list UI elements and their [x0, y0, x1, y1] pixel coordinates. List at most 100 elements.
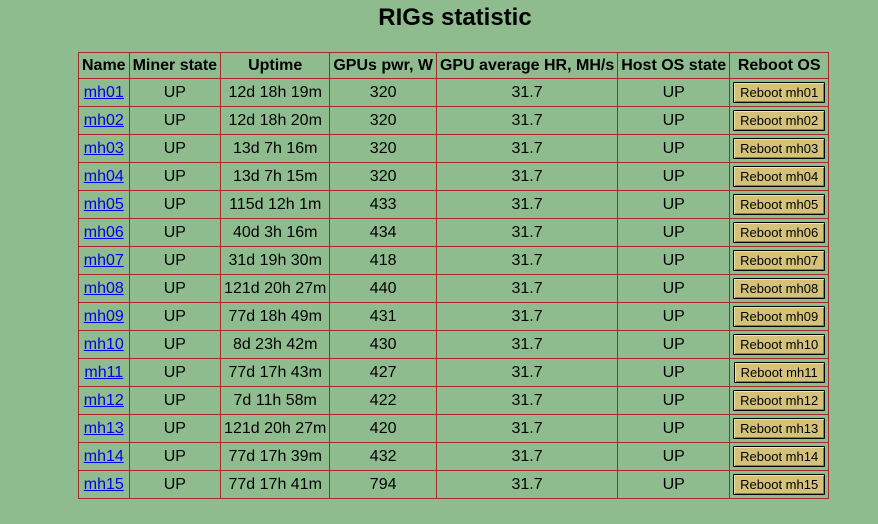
gpu-average-hr-cell: 31.7: [511, 363, 543, 381]
miner-state-cell: UP: [163, 167, 186, 185]
rig-name-link[interactable]: mh01: [83, 83, 124, 101]
miner-state-cell: UP: [163, 195, 186, 213]
reboot-button[interactable]: Reboot mh11: [733, 362, 825, 383]
uptime-cell: 77d 17h 39m: [220, 442, 331, 471]
uptime-cell: 77d 18h 49m: [220, 302, 331, 331]
host-os-state-cell: UP: [662, 419, 685, 437]
host-os-state-cell: UP: [617, 470, 731, 499]
reboot-button[interactable]: Reboot mh01: [733, 82, 826, 103]
reboot-button[interactable]: Reboot mh14: [733, 446, 826, 467]
uptime-cell: 77d 17h 41m: [220, 470, 331, 499]
rig-name-cell: mh11: [78, 358, 130, 387]
host-os-state-cell: UP: [662, 223, 685, 241]
reboot-button[interactable]: Reboot mh08: [733, 278, 826, 299]
header-name: Name: [78, 52, 130, 79]
table-row: mh04 UP 13d 7h 15m 320 31.7 UP Reboot mh04: [78, 162, 830, 191]
rig-name-link[interactable]: mh02: [83, 111, 124, 129]
miner-state-cell: UP: [128, 162, 222, 191]
host-os-state-cell: UP: [617, 134, 731, 163]
host-os-state-cell: UP: [617, 358, 731, 387]
host-os-state-cell: UP: [662, 195, 685, 213]
rig-name-link[interactable]: mh04: [83, 167, 124, 185]
miner-state-cell: UP: [163, 447, 186, 465]
gpus-pwr-cell: 431: [369, 307, 397, 325]
host-os-state-cell: UP: [617, 106, 731, 135]
reboot-button[interactable]: Reboot mh04: [733, 166, 826, 187]
gpus-pwr-cell: 431: [329, 302, 437, 331]
rig-name-link[interactable]: mh12: [83, 391, 124, 409]
reboot-cell: Reboot mh06: [729, 218, 830, 247]
gpu-average-hr-cell: 31.7: [511, 251, 543, 269]
reboot-cell: Reboot mh13: [729, 414, 830, 443]
rig-name-link[interactable]: mh13: [83, 419, 124, 437]
rig-name-link[interactable]: mh10: [83, 335, 124, 353]
gpus-pwr-cell: 440: [369, 279, 397, 297]
gpus-pwr-cell: 427: [329, 358, 437, 387]
reboot-button[interactable]: Reboot mh03: [733, 138, 826, 159]
reboot-button[interactable]: Reboot mh06: [733, 222, 826, 243]
host-os-state-cell: UP: [662, 167, 685, 185]
reboot-button[interactable]: Reboot mh07: [733, 250, 826, 271]
reboot-button[interactable]: Reboot mh10: [733, 334, 826, 355]
gpu-average-hr-cell: 31.7: [435, 106, 619, 135]
rig-name-link[interactable]: mh09: [83, 307, 124, 325]
host-os-state-cell: UP: [617, 442, 731, 471]
gpu-average-hr-cell: 31.7: [435, 302, 619, 331]
header-gpu-average-hr: GPU average HR, MH/s: [435, 52, 619, 79]
miner-state-cell: UP: [128, 330, 222, 359]
miner-state-cell: UP: [128, 442, 222, 471]
rig-name-cell: mh07: [78, 246, 130, 275]
rig-name-cell: mh10: [78, 330, 130, 359]
miner-state-cell: UP: [128, 414, 222, 443]
reboot-button[interactable]: Reboot mh02: [733, 110, 826, 131]
uptime-cell: 12d 18h 20m: [220, 106, 331, 135]
uptime-cell: 115d 12h 1m: [229, 195, 322, 213]
gpu-average-hr-cell: 31.7: [435, 78, 619, 107]
gpu-average-hr-cell: 31.7: [435, 386, 619, 415]
uptime-cell: 8d 23h 42m: [232, 335, 318, 353]
rig-name-cell: mh14: [78, 442, 130, 471]
rig-name-cell: mh09: [78, 302, 130, 331]
rig-name-cell: mh15: [78, 470, 130, 499]
miner-state-cell: UP: [163, 475, 186, 493]
gpus-pwr-cell: 320: [329, 134, 437, 163]
rig-name-link[interactable]: mh06: [83, 223, 124, 241]
header-host-os-state: Host OS state: [617, 52, 731, 79]
gpu-average-hr-cell: 31.7: [511, 419, 543, 437]
gpus-pwr-cell: 320: [369, 83, 397, 101]
uptime-cell: 8d 23h 42m: [220, 330, 331, 359]
table-header-row: Name Miner state Uptime GPUs pwr, W GPU …: [78, 52, 830, 79]
rig-name-link[interactable]: mh14: [83, 447, 124, 465]
miner-state-cell: UP: [163, 251, 186, 269]
gpu-average-hr-cell: 31.7: [511, 335, 543, 353]
rig-name-cell: mh13: [78, 414, 130, 443]
gpu-average-hr-cell: 31.7: [435, 162, 619, 191]
rig-name-link[interactable]: mh07: [83, 251, 124, 269]
uptime-cell: 121d 20h 27m: [224, 419, 327, 437]
rig-name-link[interactable]: mh03: [83, 139, 124, 157]
reboot-button[interactable]: Reboot mh09: [733, 306, 826, 327]
rig-name-link[interactable]: mh08: [83, 279, 124, 297]
miner-state-cell: UP: [128, 190, 222, 219]
host-os-state-cell: UP: [662, 447, 685, 465]
reboot-cell: Reboot mh04: [729, 162, 830, 191]
reboot-button[interactable]: Reboot mh13: [733, 418, 826, 439]
rig-name-link[interactable]: mh15: [83, 475, 124, 493]
rig-name-link[interactable]: mh11: [84, 363, 124, 381]
rig-name-link[interactable]: mh05: [83, 195, 124, 213]
uptime-cell: 77d 17h 43m: [220, 358, 331, 387]
gpus-pwr-cell: 320: [369, 139, 397, 157]
reboot-button[interactable]: Reboot mh05: [733, 194, 826, 215]
miner-state-cell: UP: [163, 307, 186, 325]
reboot-button[interactable]: Reboot mh12: [733, 390, 826, 411]
gpus-pwr-cell: 432: [369, 447, 397, 465]
uptime-cell: 12d 18h 19m: [228, 83, 322, 101]
host-os-state-cell: UP: [662, 83, 685, 101]
page-title: RIGs statistic: [378, 4, 532, 31]
reboot-button[interactable]: Reboot mh15: [733, 474, 826, 495]
reboot-cell: Reboot mh12: [729, 386, 830, 415]
host-os-state-cell: UP: [617, 302, 731, 331]
gpu-average-hr-cell: 31.7: [511, 279, 543, 297]
reboot-cell: Reboot mh07: [729, 246, 830, 275]
table-row: mh03 UP 13d 7h 16m 320 31.7 UP Reboot mh03: [78, 134, 830, 163]
